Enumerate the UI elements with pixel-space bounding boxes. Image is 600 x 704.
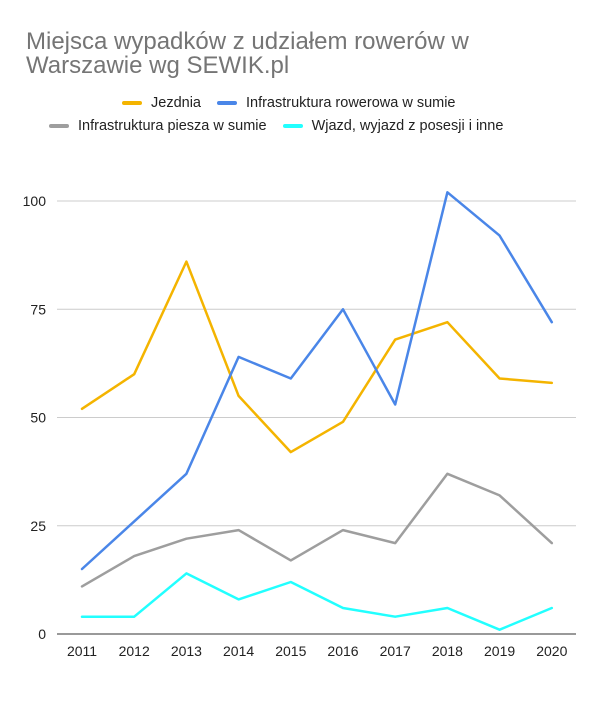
legend-row-1: Jezdnia Infrastruktura rowerowa w sumie xyxy=(122,95,472,111)
legend-label: Jezdnia xyxy=(151,95,201,111)
y-tick-label: 100 xyxy=(23,193,47,209)
legend-label: Infrastruktura piesza w sumie xyxy=(78,118,267,134)
x-tick-label: 2019 xyxy=(484,643,515,659)
series-line-2 xyxy=(80,472,554,588)
legend-label: Infrastruktura rowerowa w sumie xyxy=(245,95,456,111)
y-tick-label: 0 xyxy=(38,626,46,642)
x-tick-label: 2016 xyxy=(327,643,358,659)
x-tick-label: 2018 xyxy=(432,643,463,659)
x-tick-label: 2020 xyxy=(536,643,567,659)
legend-item-wjazd-wyjazd: Wjazd, wyjazd z posesji i inne xyxy=(282,118,504,134)
legend-item-infrastruktura-piesza: Infrastruktura piesza w sumie xyxy=(49,118,267,134)
legend-item-jezdnia: Jezdnia xyxy=(122,95,201,111)
x-tick-label: 2011 xyxy=(67,643,97,659)
series-line-1 xyxy=(80,191,554,571)
legend-swatch xyxy=(216,101,237,105)
y-tick-label: 75 xyxy=(30,301,46,317)
legend-item-infrastruktura-rowerowa: Infrastruktura rowerowa w sumie xyxy=(216,95,456,111)
legend-row-2: Infrastruktura piesza w sumie Wjazd, wyj… xyxy=(49,118,519,134)
legend-swatch xyxy=(282,124,303,128)
y-tick-label: 25 xyxy=(30,518,46,534)
x-tick-label: 2017 xyxy=(380,643,411,659)
x-tick-label: 2013 xyxy=(171,643,202,659)
x-tick-label: 2015 xyxy=(275,643,306,659)
x-tick-label: 2012 xyxy=(119,643,150,659)
legend-swatch xyxy=(122,101,142,105)
y-tick-label: 50 xyxy=(30,410,46,426)
series-line-3 xyxy=(80,572,554,631)
legend-label: Wjazd, wyjazd z posesji i inne xyxy=(311,118,504,134)
series-line-0 xyxy=(80,260,554,454)
chart-title: Miejsca wypadków z udziałem rowerów w Wa… xyxy=(26,28,469,79)
x-tick-label: 2014 xyxy=(223,643,254,659)
legend-swatch xyxy=(49,124,69,128)
